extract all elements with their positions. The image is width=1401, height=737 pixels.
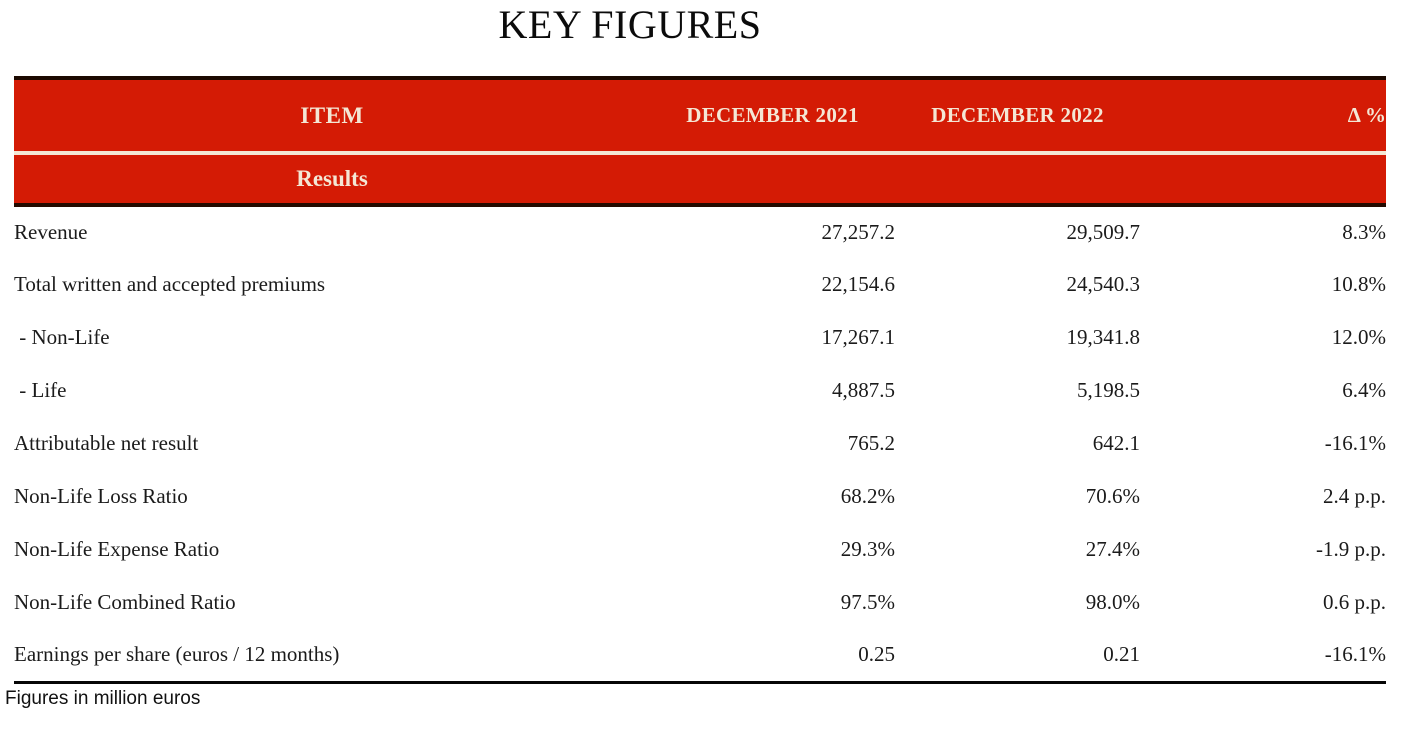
value-dec2022: 24,540.3 [1066,272,1141,296]
value-dec2022: 98.0% [1085,590,1140,614]
value-dec2021: 27,257.2 [821,220,896,244]
value-dec2022: 70.6% [1085,484,1140,508]
value-dec2021: 765.2 [847,431,895,455]
page-title: KEY FIGURES [498,2,762,47]
value-dec2021: 17,267.1 [821,325,896,349]
row-label: Total written and accepted premiums [14,272,326,296]
value-dec2022: 0.21 [1103,642,1140,667]
column-header-december-2022: DECEMBER 2022 [931,103,1104,127]
value-delta: 10.8% [1331,272,1386,296]
value-dec2022: 642.1 [1092,431,1140,455]
row-label: - Non-Life [14,325,110,349]
value-delta: 6.4% [1342,378,1386,402]
table-row-non-life-combined-ratio: Non-Life Combined Ratio 97.5% 98.0% 0.6 … [14,576,1386,629]
title-wrap: KEY FIGURES [0,0,1260,48]
column-header-delta-percent: Δ % [1347,103,1386,127]
value-delta: 12.0% [1331,325,1386,349]
table-row-revenue: Revenue 27,257.2 29,509.7 8.3% [14,205,1386,258]
value-delta: -16.1% [1324,642,1386,667]
column-header-december-2021: DECEMBER 2021 [686,103,859,127]
table-row-total-premiums: Total written and accepted premiums 22,1… [14,258,1386,311]
value-dec2022: 27.4% [1085,537,1140,561]
key-figures-table: ITEM DECEMBER 2021 DECEMBER 2022 Δ % Res… [14,76,1386,684]
value-delta: -1.9 p.p. [1316,537,1386,561]
table-row-non-life-premiums: - Non-Life 17,267.1 19,341.8 12.0% [14,311,1386,364]
value-dec2021: 4,887.5 [832,378,895,402]
value-delta: 8.3% [1342,220,1386,244]
value-dec2022: 29,509.7 [1066,220,1141,244]
table-row-non-life-loss-ratio: Non-Life Loss Ratio 68.2% 70.6% 2.4 p.p. [14,470,1386,523]
row-label: Earnings per share (euros / 12 months) [14,642,340,667]
value-dec2022: 5,198.5 [1077,378,1140,402]
value-dec2021: 68.2% [840,484,895,508]
table-row-non-life-expense-ratio: Non-Life Expense Ratio 29.3% 27.4% -1.9 … [14,523,1386,576]
row-label: Non-Life Loss Ratio [14,484,188,508]
value-dec2021: 97.5% [840,590,895,614]
value-delta: 2.4 p.p. [1323,484,1386,508]
row-label: Attributable net result [14,431,199,455]
footnote: Figures in million euros [5,687,201,709]
row-label: Non-Life Combined Ratio [14,590,236,614]
value-dec2021: 29.3% [840,537,895,561]
value-delta: -16.1% [1324,431,1386,455]
value-dec2022: 19,341.8 [1066,325,1141,349]
value-dec2021: 22,154.6 [821,272,896,296]
table-row-attributable-net-result: Attributable net result 765.2 642.1 -16.… [14,417,1386,470]
row-label: Non-Life Expense Ratio [14,537,220,561]
row-label: Revenue [14,220,88,244]
column-header-item: ITEM [300,102,364,128]
section-header-row: Results [14,153,1386,205]
table-header-row: ITEM DECEMBER 2021 DECEMBER 2022 Δ % [14,78,1386,153]
table-row-earnings-per-share: Earnings per share (euros / 12 months) 0… [14,629,1386,682]
section-header-results: Results [296,166,368,191]
value-delta: 0.6 p.p. [1323,590,1386,614]
table-row-life-premiums: - Life 4,887.5 5,198.5 6.4% [14,364,1386,417]
value-dec2021: 0.25 [858,642,895,667]
row-label: - Life [14,378,67,402]
